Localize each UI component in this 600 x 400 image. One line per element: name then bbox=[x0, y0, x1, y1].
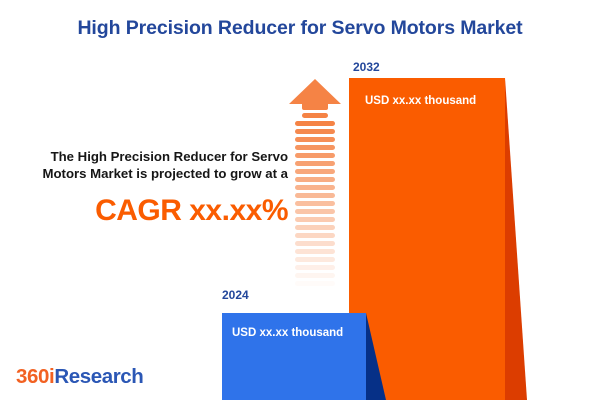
arrow-stripe bbox=[295, 185, 335, 190]
logo-suffix: Research bbox=[54, 365, 144, 388]
brand-logo: 360iResearch bbox=[16, 365, 144, 388]
projection-statement: The High Precision Reducer for Servo Mot… bbox=[42, 149, 288, 182]
arrow-stripe bbox=[295, 145, 335, 150]
arrow-stripe bbox=[295, 193, 335, 198]
statement-block: The High Precision Reducer for Servo Mot… bbox=[8, 148, 289, 227]
arrow-stripe bbox=[295, 249, 335, 254]
cagr-value: CAGR xx.xx% bbox=[95, 193, 288, 227]
arrow-stripe bbox=[295, 161, 335, 166]
arrow-stripe bbox=[295, 265, 335, 270]
bar-2024-value-label: USD xx.xx thousand bbox=[232, 327, 344, 339]
arrow-stripe bbox=[295, 233, 335, 238]
bar-2024-front bbox=[222, 313, 366, 400]
logo-prefix: 360i bbox=[16, 365, 55, 388]
arrow-stripe bbox=[295, 273, 335, 278]
up-arrow-growth-icon bbox=[288, 78, 342, 283]
arrow-stripe bbox=[295, 169, 335, 174]
year-label-2032: 2032 bbox=[353, 60, 380, 74]
arrow-head-icon bbox=[289, 79, 341, 118]
bar-2032-side bbox=[505, 78, 527, 400]
arrow-stripe bbox=[295, 137, 335, 142]
arrow-stripe bbox=[295, 121, 335, 126]
bar-2032-front bbox=[349, 78, 505, 400]
arrow-stripe bbox=[295, 209, 335, 214]
arrow-stripe bbox=[295, 225, 335, 230]
arrow-stripe bbox=[295, 257, 335, 262]
arrow-stripe bbox=[295, 201, 335, 206]
arrow-stripes bbox=[295, 121, 335, 283]
year-label-2024: 2024 bbox=[222, 288, 249, 302]
bar-2032 bbox=[349, 78, 527, 400]
page-title: High Precision Reducer for Servo Motors … bbox=[77, 17, 523, 39]
arrow-stripe bbox=[295, 153, 335, 158]
arrow-stripe bbox=[295, 241, 335, 246]
arrow-stripe bbox=[295, 217, 335, 222]
bar-2032-value-label: USD xx.xx thousand bbox=[365, 95, 477, 107]
arrow-stripe bbox=[295, 281, 335, 286]
arrow-stripe bbox=[295, 129, 335, 134]
arrow-stripe bbox=[295, 177, 335, 182]
